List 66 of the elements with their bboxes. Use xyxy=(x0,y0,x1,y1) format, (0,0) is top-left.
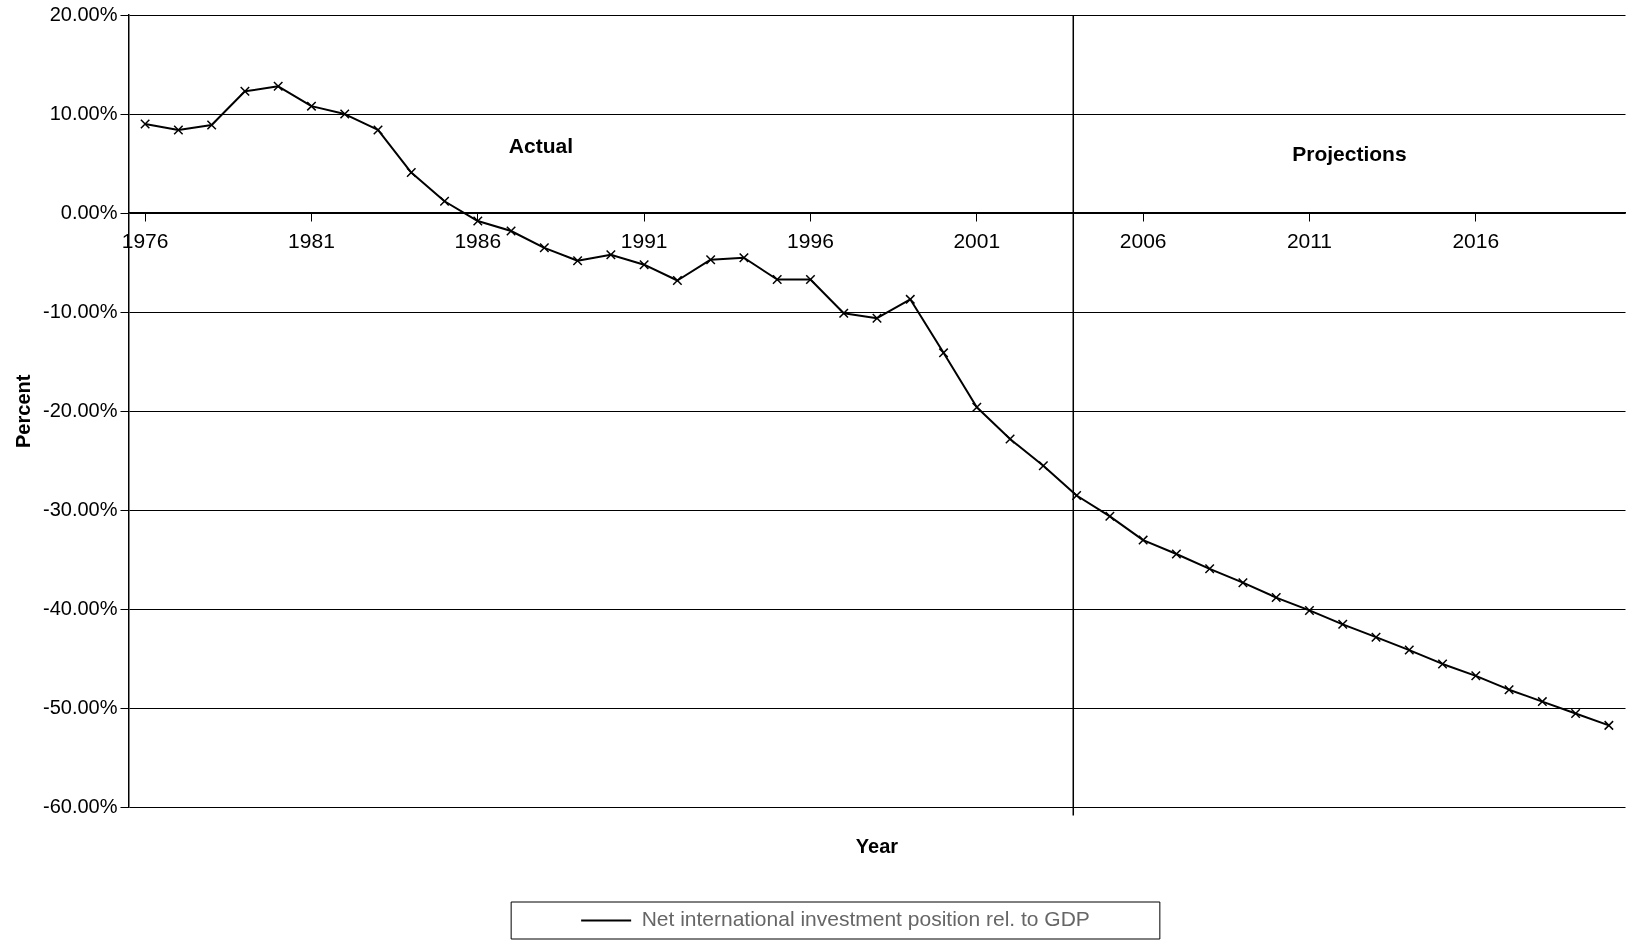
y-tick-label: -60.00% xyxy=(42,795,118,818)
x-tick-label: 1991 xyxy=(620,228,668,252)
point xyxy=(938,347,949,358)
point xyxy=(1204,563,1215,574)
point xyxy=(472,216,483,227)
point xyxy=(705,254,716,265)
point xyxy=(206,119,217,130)
point xyxy=(373,124,383,135)
point xyxy=(306,101,317,112)
y-tick-label: -20.00% xyxy=(42,398,118,421)
point xyxy=(339,109,350,120)
y-tick-label: -50.00% xyxy=(42,696,118,719)
x-axis-title: Year xyxy=(855,835,899,858)
x-tick-label: 2011 xyxy=(1286,228,1333,252)
y-tick-label: 10.00% xyxy=(49,101,118,124)
point xyxy=(738,252,749,263)
annotation: Projections xyxy=(1292,141,1407,165)
point xyxy=(1404,645,1415,656)
point xyxy=(173,124,184,135)
x-tick-label: 1996 xyxy=(787,228,834,252)
point xyxy=(672,275,683,286)
point xyxy=(1171,548,1182,559)
point xyxy=(1138,535,1149,546)
point xyxy=(639,259,650,270)
point xyxy=(1304,605,1315,616)
point xyxy=(140,118,151,129)
x-tick-label: 2006 xyxy=(1119,228,1167,252)
point xyxy=(772,274,783,285)
point xyxy=(1603,720,1614,731)
point xyxy=(1570,708,1581,719)
x-tick-label: 2016 xyxy=(1452,228,1500,252)
y-tick-label: -10.00% xyxy=(42,299,118,322)
y-tick-label: 0.00% xyxy=(60,200,118,223)
point xyxy=(838,308,849,319)
point xyxy=(1038,460,1049,471)
point xyxy=(1071,490,1082,501)
y-tick-label: -40.00% xyxy=(42,596,118,619)
point xyxy=(1104,511,1115,522)
legend-label: Net international investment position rel. to GDP xyxy=(641,907,1090,931)
point xyxy=(1504,684,1515,695)
x-tick-label: 1986 xyxy=(454,228,502,252)
point xyxy=(506,225,517,236)
x-tick-label: 2001 xyxy=(953,228,1001,252)
point xyxy=(239,86,250,97)
annotation: Actual xyxy=(508,133,573,157)
point xyxy=(872,313,882,324)
y-tick-label: 20.00% xyxy=(49,2,118,25)
point xyxy=(1537,696,1548,707)
point xyxy=(1371,632,1381,643)
y-axis-title: Percent xyxy=(11,374,34,448)
point xyxy=(1437,658,1448,669)
point xyxy=(805,274,816,285)
y-tick-label: -30.00% xyxy=(42,497,118,520)
point xyxy=(1005,434,1016,445)
point xyxy=(1337,619,1348,630)
point xyxy=(539,242,550,253)
point xyxy=(1470,670,1481,681)
point xyxy=(605,249,616,260)
point xyxy=(439,196,450,207)
point xyxy=(1237,577,1248,588)
point xyxy=(572,255,583,266)
x-tick-label: 1981 xyxy=(288,228,335,252)
point xyxy=(406,167,417,178)
point xyxy=(905,294,916,305)
point xyxy=(1271,592,1282,603)
point xyxy=(273,81,284,92)
